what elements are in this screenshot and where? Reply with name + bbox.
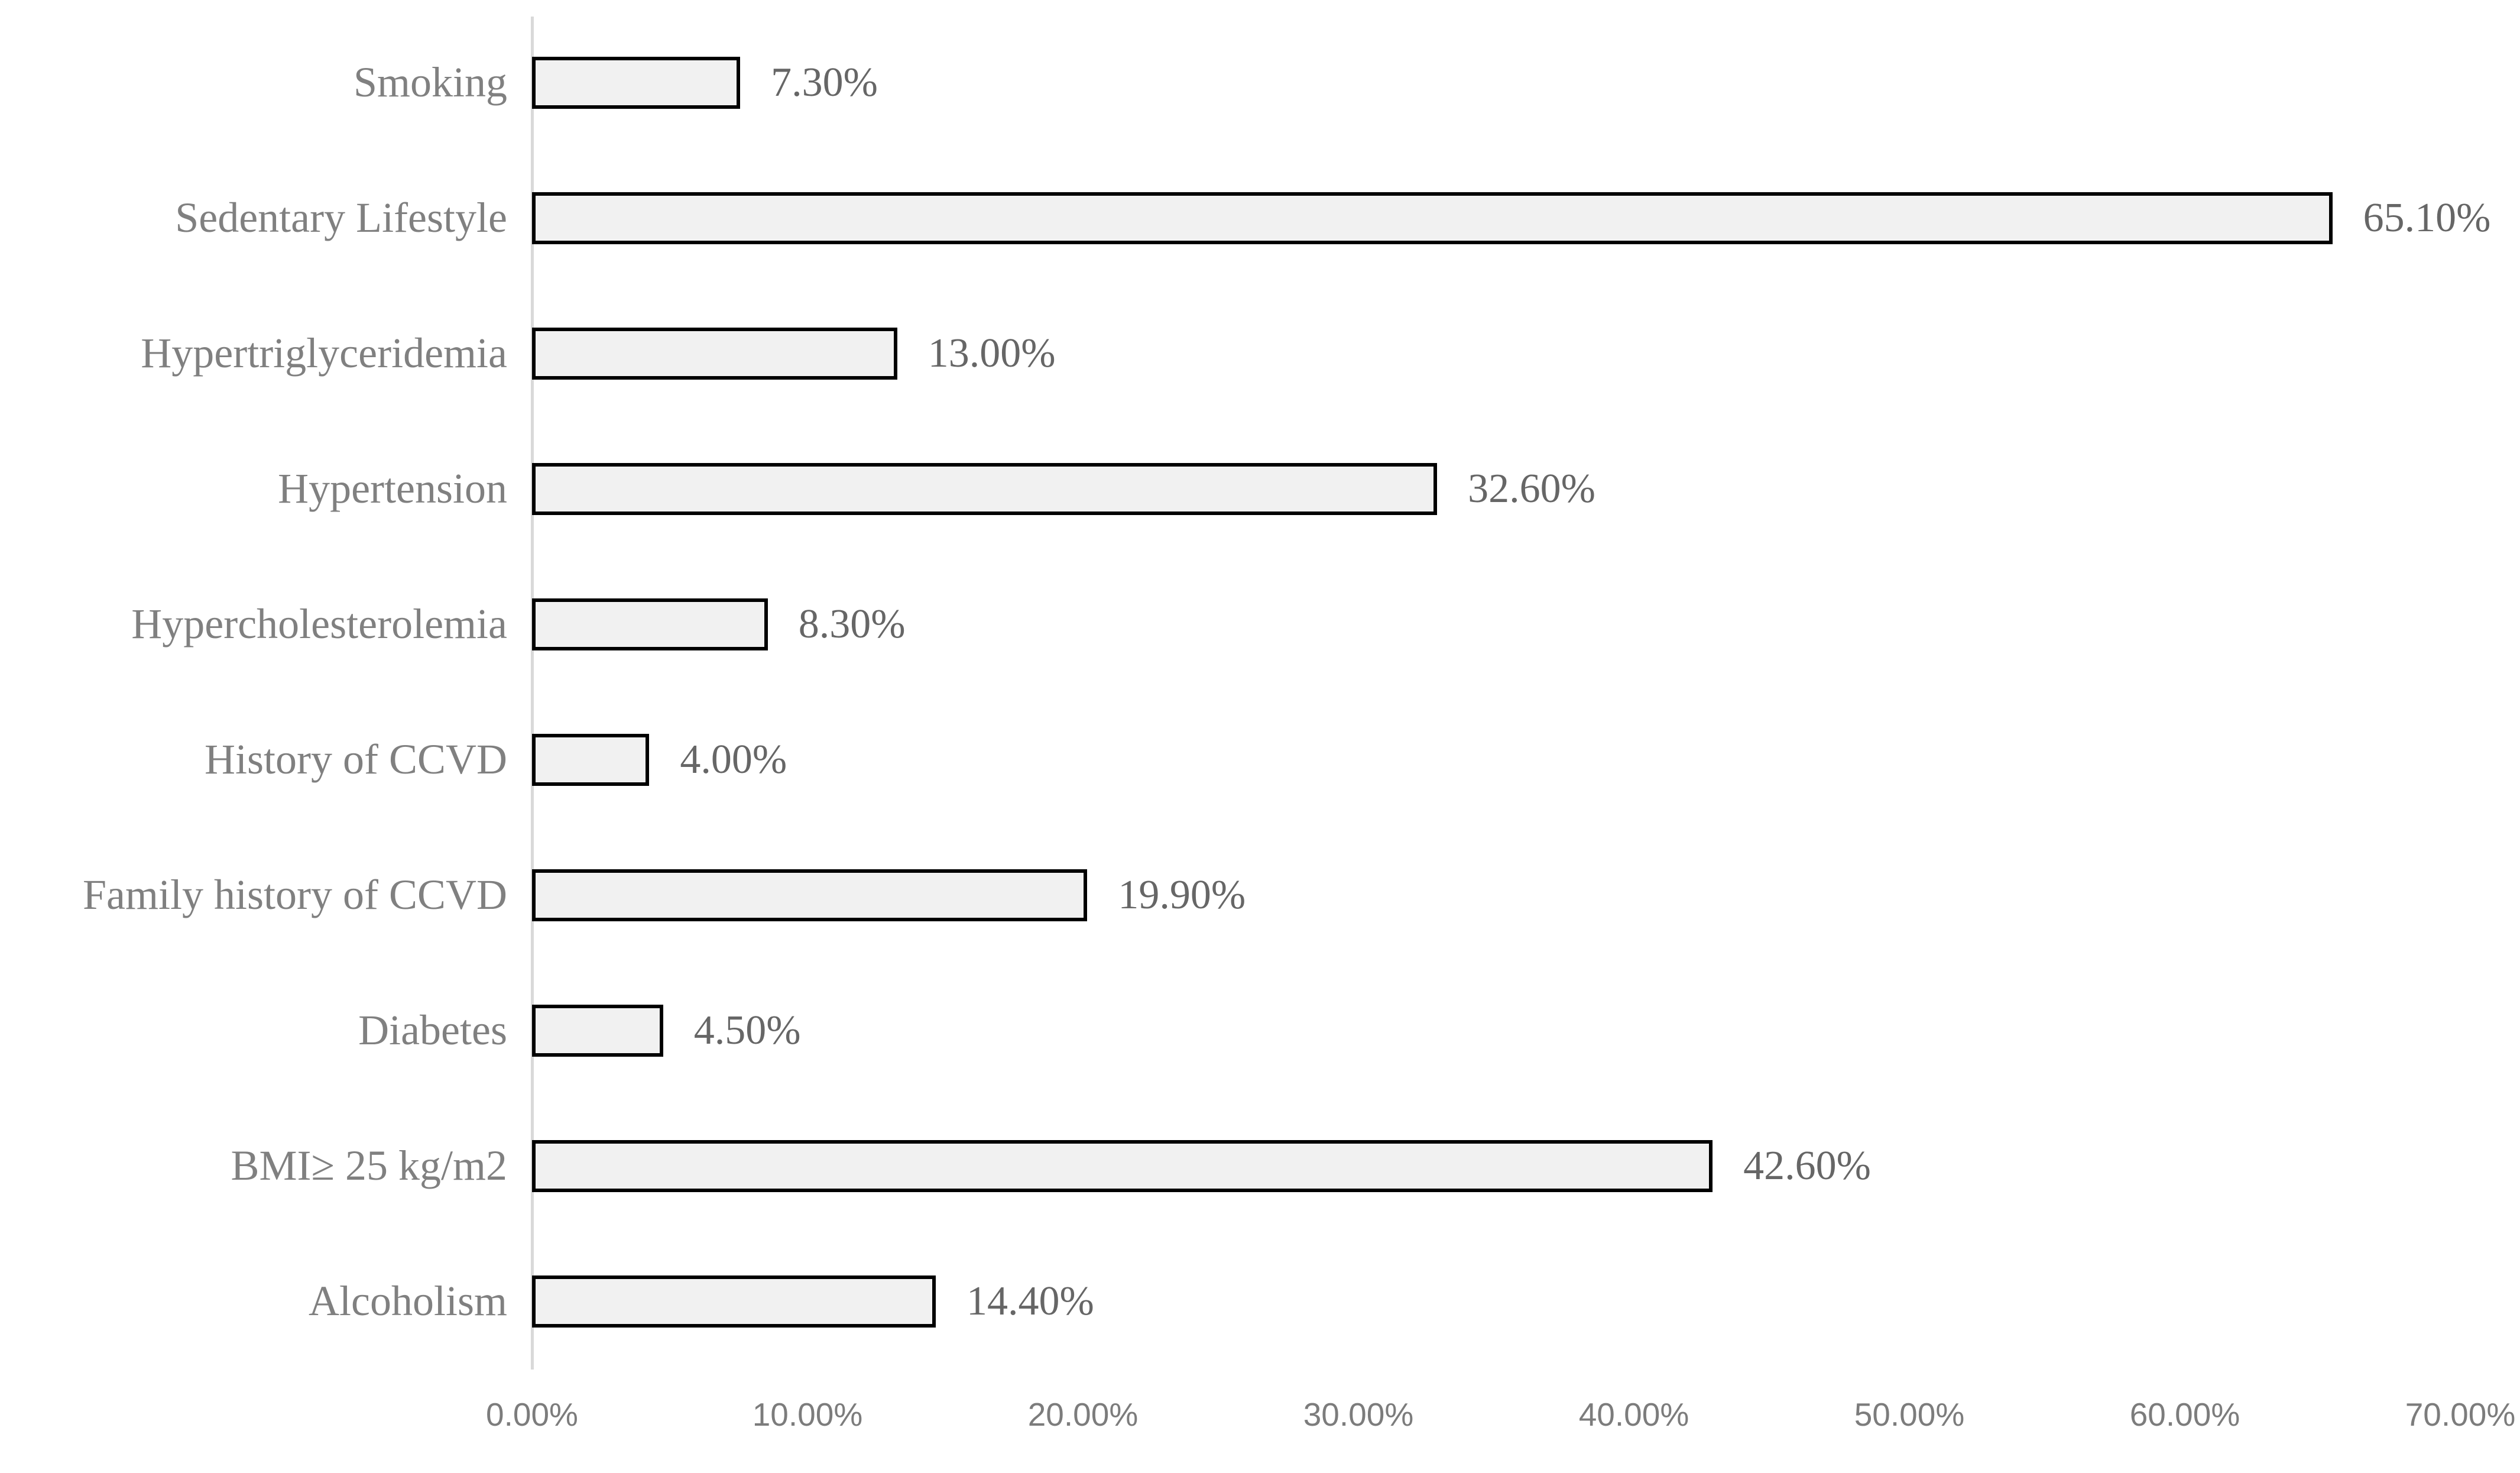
category-label: BMI≥ 25 kg/m2	[231, 1141, 507, 1189]
bar-area: 8.30%	[532, 556, 2460, 692]
value-label: 19.90%	[1118, 872, 1246, 918]
value-label: 4.50%	[693, 1007, 801, 1053]
y-axis-line	[531, 17, 534, 1370]
bar-area: 4.00%	[532, 692, 2460, 827]
chart-row: Hypertension 32.60%	[0, 421, 2460, 556]
category-label: Alcoholism	[309, 1277, 507, 1325]
chart-row: BMI≥ 25 kg/m2 42.60%	[0, 1098, 2460, 1234]
value-label: 32.60%	[1468, 465, 1595, 511]
x-tick-label: 50.00%	[1854, 1396, 1965, 1433]
bar	[532, 1139, 1713, 1192]
chart-row: Family history of CCVD 19.90%	[0, 827, 2460, 963]
bar-area: 42.60%	[532, 1098, 2460, 1234]
value-label: 7.30%	[771, 59, 878, 105]
chart-row: Hypercholesterolemia 8.30%	[0, 556, 2460, 692]
chart-row: Hypertriglyceridemia 13.00%	[0, 286, 2460, 421]
bar	[532, 598, 768, 650]
chart-row: Sedentary Lifestyle 65.10%	[0, 150, 2490, 286]
bar-area: 32.60%	[532, 421, 2460, 556]
bar	[532, 192, 2333, 244]
category-label: Hypercholesterolemia	[131, 600, 507, 648]
x-tick-label: 20.00%	[1027, 1396, 1139, 1433]
bar	[532, 733, 650, 786]
x-tick-label: 30.00%	[1303, 1396, 1414, 1433]
category-label: Hypertension	[278, 464, 507, 512]
category-label: Diabetes	[358, 1006, 507, 1054]
x-tick-label: 70.00%	[2405, 1396, 2516, 1433]
x-tick-label: 0.00%	[486, 1396, 578, 1433]
category-label: History of CCVD	[204, 735, 507, 783]
category-label: Smoking	[353, 58, 507, 106]
chart-row: History of CCVD 4.00%	[0, 692, 2460, 827]
bar	[532, 327, 897, 380]
chart-row: Alcoholism 14.40%	[0, 1234, 2460, 1369]
value-label: 13.00%	[927, 330, 1056, 376]
bar	[532, 56, 741, 109]
bar	[532, 462, 1438, 515]
x-tick-label: 60.00%	[2129, 1396, 2240, 1433]
bar	[532, 1275, 936, 1328]
plot-area: Smoking 7.30% Sedentary Lifestyle 65.10%…	[0, 15, 2490, 1369]
value-label: 4.00%	[680, 736, 787, 782]
x-tick-label: 10.00%	[752, 1396, 863, 1433]
value-label: 14.40%	[967, 1278, 1094, 1324]
bar-area: 4.50%	[532, 963, 2460, 1098]
chart-row: Diabetes 4.50%	[0, 963, 2460, 1098]
chart-row: Smoking 7.30%	[0, 15, 2460, 150]
x-tick-label: 40.00%	[1578, 1396, 1689, 1433]
category-label: Family history of CCVD	[82, 870, 507, 918]
bar-area: 19.90%	[532, 827, 2460, 963]
bar-area: 7.30%	[532, 15, 2460, 150]
bar-area: 65.10%	[532, 150, 2490, 286]
value-label: 42.60%	[1743, 1142, 1871, 1189]
bar	[532, 869, 1088, 921]
value-label: 8.30%	[798, 601, 906, 647]
bar	[532, 1004, 663, 1057]
category-label: Sedentary Lifestyle	[175, 193, 507, 241]
x-axis-ticks: 0.00% 10.00% 20.00% 30.00% 40.00% 50.00%…	[394, 1396, 2520, 1433]
bar-area: 13.00%	[532, 286, 2460, 421]
bar-area: 14.40%	[532, 1234, 2460, 1369]
value-label: 65.10%	[2363, 195, 2491, 241]
category-label: Hypertriglyceridemia	[141, 329, 507, 377]
